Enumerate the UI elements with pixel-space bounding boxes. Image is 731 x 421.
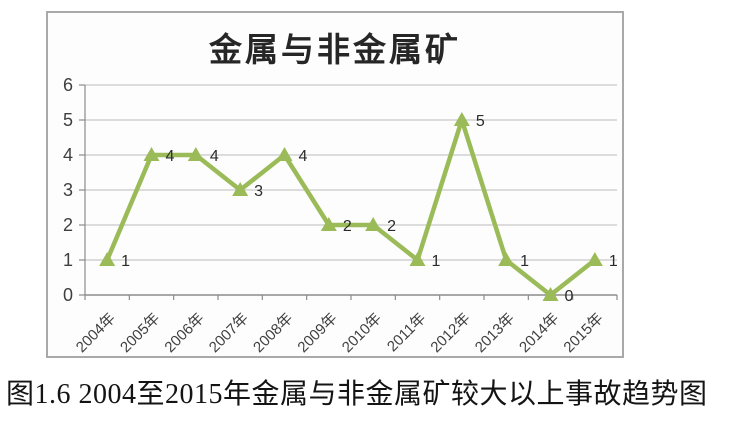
x-tick-label: 2009年 <box>294 310 340 356</box>
chart-frame: 金属与非金属矿 0 1 2 3 4 5 6 2004年 2005年 2006年 2007年 2008年… <box>46 11 624 358</box>
figure-caption: 图1.6 2004至2015年金属与非金属矿较大以上事故趋势图 <box>6 379 708 410</box>
chart-title: 金属与非金属矿 <box>209 31 461 68</box>
data-point-label: 1 <box>432 253 441 270</box>
x-tick-label: 2007年 <box>206 310 252 356</box>
x-tick-label: 2008年 <box>250 310 296 356</box>
y-tick-label: 5 <box>63 110 73 130</box>
y-tick-label: 4 <box>63 145 73 165</box>
data-point-label: 2 <box>343 218 352 235</box>
x-tick-label: 2012年 <box>427 310 473 356</box>
data-point-marker <box>409 252 426 266</box>
data-point-label: 1 <box>121 253 130 270</box>
x-tick-label: 2013年 <box>472 310 518 356</box>
x-tick-label: 2004年 <box>73 310 119 356</box>
y-tick-label: 3 <box>63 180 73 200</box>
data-point-label: 3 <box>254 183 263 200</box>
data-point-label: 4 <box>210 148 219 165</box>
data-point-marker <box>99 252 116 266</box>
y-tick-label: 2 <box>63 215 73 235</box>
x-tick-label: 2011年 <box>384 310 429 355</box>
x-tick-label: 2010年 <box>339 310 385 356</box>
data-point-marker <box>498 252 515 266</box>
data-point-marker <box>453 112 470 126</box>
data-point-label: 2 <box>387 218 396 235</box>
x-tick-label: 2015年 <box>560 310 606 356</box>
data-point-marker <box>232 182 249 196</box>
data-point-marker <box>365 217 382 231</box>
y-tick-label: 6 <box>63 75 73 95</box>
x-tick-label: 2014年 <box>516 310 562 356</box>
data-point-label: 1 <box>609 253 618 270</box>
data-point-marker <box>276 147 293 161</box>
data-point-marker <box>320 217 337 231</box>
y-tick-label: 1 <box>63 250 73 270</box>
data-point-marker <box>542 287 559 301</box>
data-point-marker <box>187 147 204 161</box>
data-point-marker <box>586 252 603 266</box>
x-tick-label: 2006年 <box>161 310 207 356</box>
data-point-label: 5 <box>476 113 485 130</box>
data-point-label: 0 <box>565 288 574 305</box>
x-tick-label: 2005年 <box>117 310 163 356</box>
y-tick-label: 0 <box>63 285 73 305</box>
data-point-label: 4 <box>166 148 175 165</box>
data-point-label: 4 <box>299 148 308 165</box>
data-point-marker <box>143 147 160 161</box>
plot-area: 01234562004年2005年2006年2007年2008年2009年201… <box>63 75 618 356</box>
data-point-label: 1 <box>520 253 529 270</box>
